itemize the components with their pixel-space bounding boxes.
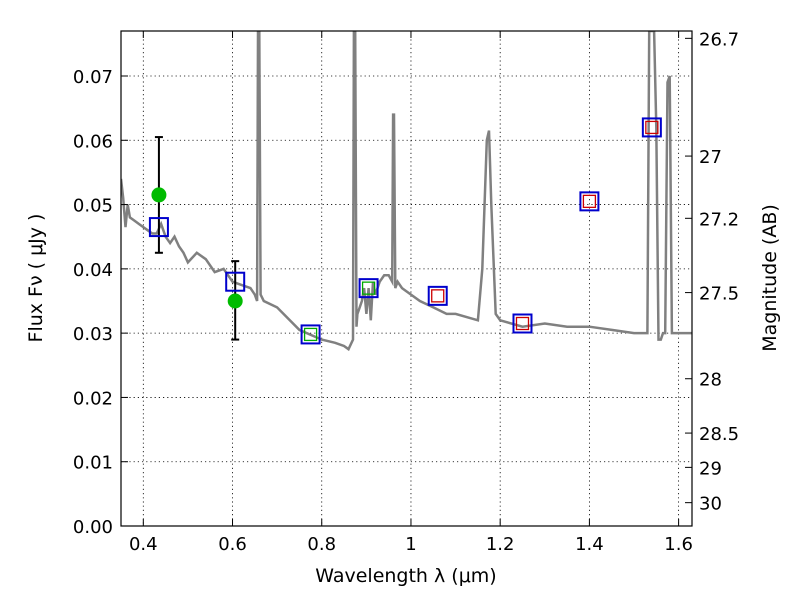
magnitude-tick-label: 30 xyxy=(699,494,722,515)
model-photometry-points xyxy=(148,117,662,345)
magnitude-tick-label: 27.5 xyxy=(699,284,739,305)
magnitude-axis-ticks: 26.7 27 27.2 27.5 28 28.5 29 30 xyxy=(685,29,739,515)
grid-lines xyxy=(121,31,692,527)
y-tick-label: 0.04 xyxy=(73,260,113,281)
plot-area xyxy=(121,31,692,352)
model-point-inner xyxy=(431,289,445,303)
x-tick-label: 0.4 xyxy=(129,534,158,555)
x-axis-label: Wavelength λ (μm) xyxy=(315,565,496,587)
magnitude-axis-label: Magnitude (AB) xyxy=(759,204,781,352)
model-point xyxy=(225,271,246,292)
magnitude-tick-label: 27 xyxy=(699,147,722,168)
model-point-inner xyxy=(645,120,659,135)
model-point-inner xyxy=(361,281,376,295)
x-tick-label: 0.8 xyxy=(307,534,336,555)
y-tick-label: 0.03 xyxy=(73,324,113,345)
y-tick-label: 0.07 xyxy=(73,67,113,88)
model-point xyxy=(358,278,379,299)
sed-model-line xyxy=(121,31,692,352)
x-tick-label: 1.2 xyxy=(486,534,515,555)
plot-frame xyxy=(120,30,693,527)
y-tick-label: 0.05 xyxy=(73,196,113,217)
y-tick-label: 0.00 xyxy=(73,517,113,538)
magnitude-tick-label: 26.7 xyxy=(699,29,739,50)
y-tick-label: 0.01 xyxy=(73,453,113,474)
magnitude-tick-label: 27.2 xyxy=(699,209,739,230)
observed-points xyxy=(151,187,243,309)
y-tick-label: 0.06 xyxy=(73,131,113,152)
x-axis-ticks: 0.4 0.6 0.8 1 1.2 1.4 1.6 xyxy=(129,31,693,555)
observed-point xyxy=(151,187,167,203)
model-point xyxy=(148,217,169,238)
y-axis-label: Flux Fν ( μJy ) xyxy=(25,214,47,343)
model-point-inner xyxy=(303,327,318,342)
model-point-inner xyxy=(582,194,597,209)
observed-point xyxy=(227,293,243,309)
x-tick-label: 1.6 xyxy=(664,534,693,555)
model-point xyxy=(427,285,448,306)
model-point xyxy=(579,191,600,212)
x-tick-label: 0.6 xyxy=(218,534,247,555)
x-tick-label: 1.4 xyxy=(575,534,604,555)
model-point xyxy=(300,324,321,345)
y-axis-ticks: 0.00 0.01 0.02 0.03 0.04 0.05 0.06 0.07 xyxy=(73,67,128,538)
magnitude-tick-label: 28.5 xyxy=(699,424,739,445)
model-point xyxy=(512,313,533,334)
magnitude-tick-label: 29 xyxy=(699,458,722,479)
x-tick-label: 1 xyxy=(405,534,416,555)
y-tick-label: 0.02 xyxy=(73,388,113,409)
model-point xyxy=(641,117,662,138)
magnitude-tick-label: 28 xyxy=(699,370,722,391)
model-point-inner xyxy=(515,316,530,331)
